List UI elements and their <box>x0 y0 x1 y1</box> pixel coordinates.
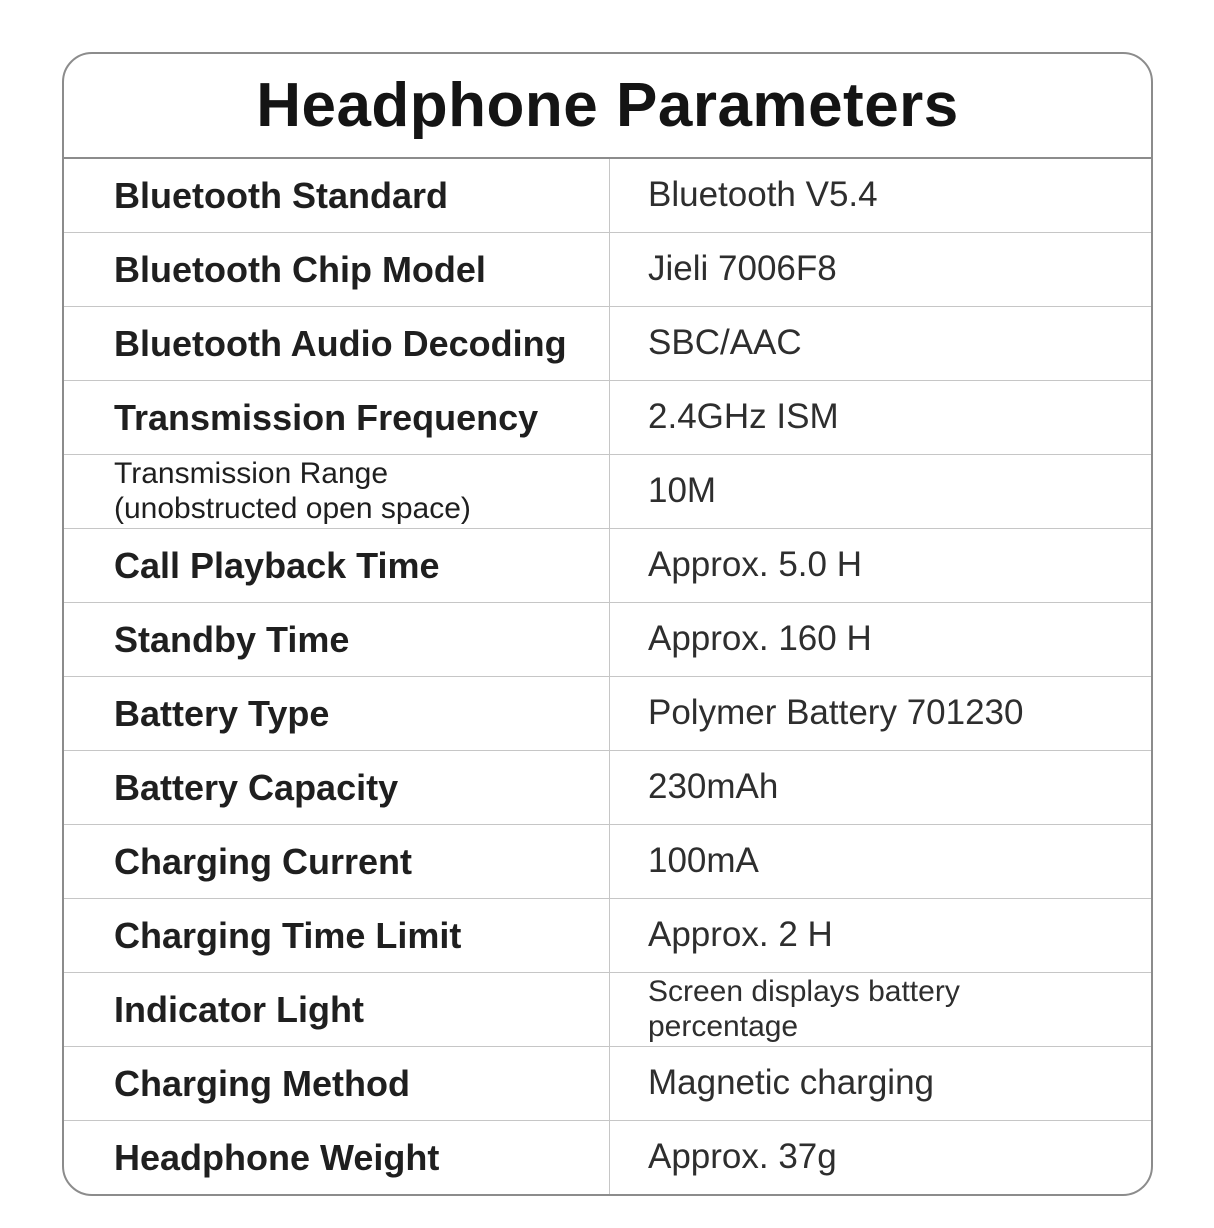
spec-value: 2.4GHz ISM <box>648 397 839 437</box>
spec-value-cell: Approx. 160 H <box>609 603 1151 676</box>
spec-value-cell: 2.4GHz ISM <box>609 381 1151 454</box>
spec-value-cell: 230mAh <box>609 751 1151 824</box>
spec-label-cell: Transmission Range (unobstructed open sp… <box>64 455 609 528</box>
spec-label-cell: Standby Time <box>64 603 609 676</box>
spec-value: Approx. 2 H <box>648 915 833 955</box>
spec-label: Headphone Weight <box>114 1136 440 1178</box>
spec-label: Charging Method <box>114 1062 410 1104</box>
table-row: Standby Time Approx. 160 H <box>64 603 1151 677</box>
spec-value: Approx. 160 H <box>648 619 872 659</box>
spec-value: Approx. 5.0 H <box>648 545 862 585</box>
spec-label: Bluetooth Audio Decoding <box>114 322 567 364</box>
spec-value: Polymer Battery 701230 <box>648 693 1024 733</box>
table-row: Bluetooth Standard Bluetooth V5.4 <box>64 159 1151 233</box>
spec-label-cell: Call Playback Time <box>64 529 609 602</box>
spec-label-cell: Headphone Weight <box>64 1121 609 1194</box>
spec-value-cell: Bluetooth V5.4 <box>609 159 1151 232</box>
spec-value-cell: 100mA <box>609 825 1151 898</box>
spec-label: Battery Type <box>114 692 330 734</box>
spec-label-cell: Charging Current <box>64 825 609 898</box>
spec-label-cell: Bluetooth Audio Decoding <box>64 307 609 380</box>
spec-value: SBC/AAC <box>648 323 802 363</box>
spec-label-cell: Charging Time Limit <box>64 899 609 972</box>
spec-label-cell: Bluetooth Standard <box>64 159 609 232</box>
spec-value-cell: SBC/AAC <box>609 307 1151 380</box>
page-title: Headphone Parameters <box>256 71 959 140</box>
table-header: Headphone Parameters <box>64 54 1151 159</box>
spec-label: Charging Current <box>114 840 413 882</box>
spec-value-cell: Magnetic charging <box>609 1047 1151 1120</box>
spec-label: Standby Time <box>114 618 350 660</box>
spec-label: Battery Capacity <box>114 766 399 808</box>
spec-table: Headphone Parameters Bluetooth Standard … <box>62 52 1153 1196</box>
spec-label-cell: Bluetooth Chip Model <box>64 233 609 306</box>
table-row: Bluetooth Chip Model Jieli 7006F8 <box>64 233 1151 307</box>
table-row: Charging Current 100mA <box>64 825 1151 899</box>
table-row: Charging Time Limit Approx. 2 H <box>64 899 1151 973</box>
table-row: Transmission Range (unobstructed open sp… <box>64 455 1151 529</box>
spec-label-cell: Charging Method <box>64 1047 609 1120</box>
spec-label-cell: Battery Capacity <box>64 751 609 824</box>
spec-value: Magnetic charging <box>648 1063 934 1103</box>
spec-value-cell: Approx. 5.0 H <box>609 529 1151 602</box>
table-row: Bluetooth Audio Decoding SBC/AAC <box>64 307 1151 381</box>
spec-label: Indicator Light <box>114 988 364 1030</box>
spec-value-cell: Approx. 2 H <box>609 899 1151 972</box>
spec-value-cell: Jieli 7006F8 <box>609 233 1151 306</box>
spec-label-cell: Transmission Frequency <box>64 381 609 454</box>
spec-value-cell: 10M <box>609 455 1151 528</box>
spec-value: Bluetooth V5.4 <box>648 175 878 215</box>
spec-label: Transmission Frequency <box>114 396 539 438</box>
table-row: Battery Capacity 230mAh <box>64 751 1151 825</box>
spec-label: Charging Time Limit <box>114 914 462 956</box>
spec-value: Jieli 7006F8 <box>648 249 837 289</box>
spec-value-cell: Polymer Battery 701230 <box>609 677 1151 750</box>
table-row: Headphone Weight Approx. 37g <box>64 1121 1151 1194</box>
spec-value-cell: Screen displays battery percentage <box>609 973 1151 1046</box>
spec-value: 230mAh <box>648 767 779 807</box>
spec-label: Bluetooth Chip Model <box>114 248 486 290</box>
spec-value: 10M <box>648 471 717 511</box>
spec-value: Approx. 37g <box>648 1137 837 1177</box>
table-row: Call Playback Time Approx. 5.0 H <box>64 529 1151 603</box>
spec-label-cell: Indicator Light <box>64 973 609 1046</box>
table-row: Charging Method Magnetic charging <box>64 1047 1151 1121</box>
table-row: Transmission Frequency 2.4GHz ISM <box>64 381 1151 455</box>
spec-label: Bluetooth Standard <box>114 174 448 216</box>
spec-value: Screen displays battery percentage <box>648 975 960 1043</box>
spec-label-cell: Battery Type <box>64 677 609 750</box>
spec-value-cell: Approx. 37g <box>609 1121 1151 1194</box>
spec-label: Call Playback Time <box>114 544 440 586</box>
spec-label: Transmission Range (unobstructed open sp… <box>114 457 471 525</box>
table-row: Battery Type Polymer Battery 701230 <box>64 677 1151 751</box>
table-row: Indicator Light Screen displays battery … <box>64 973 1151 1047</box>
spec-value: 100mA <box>648 841 759 881</box>
